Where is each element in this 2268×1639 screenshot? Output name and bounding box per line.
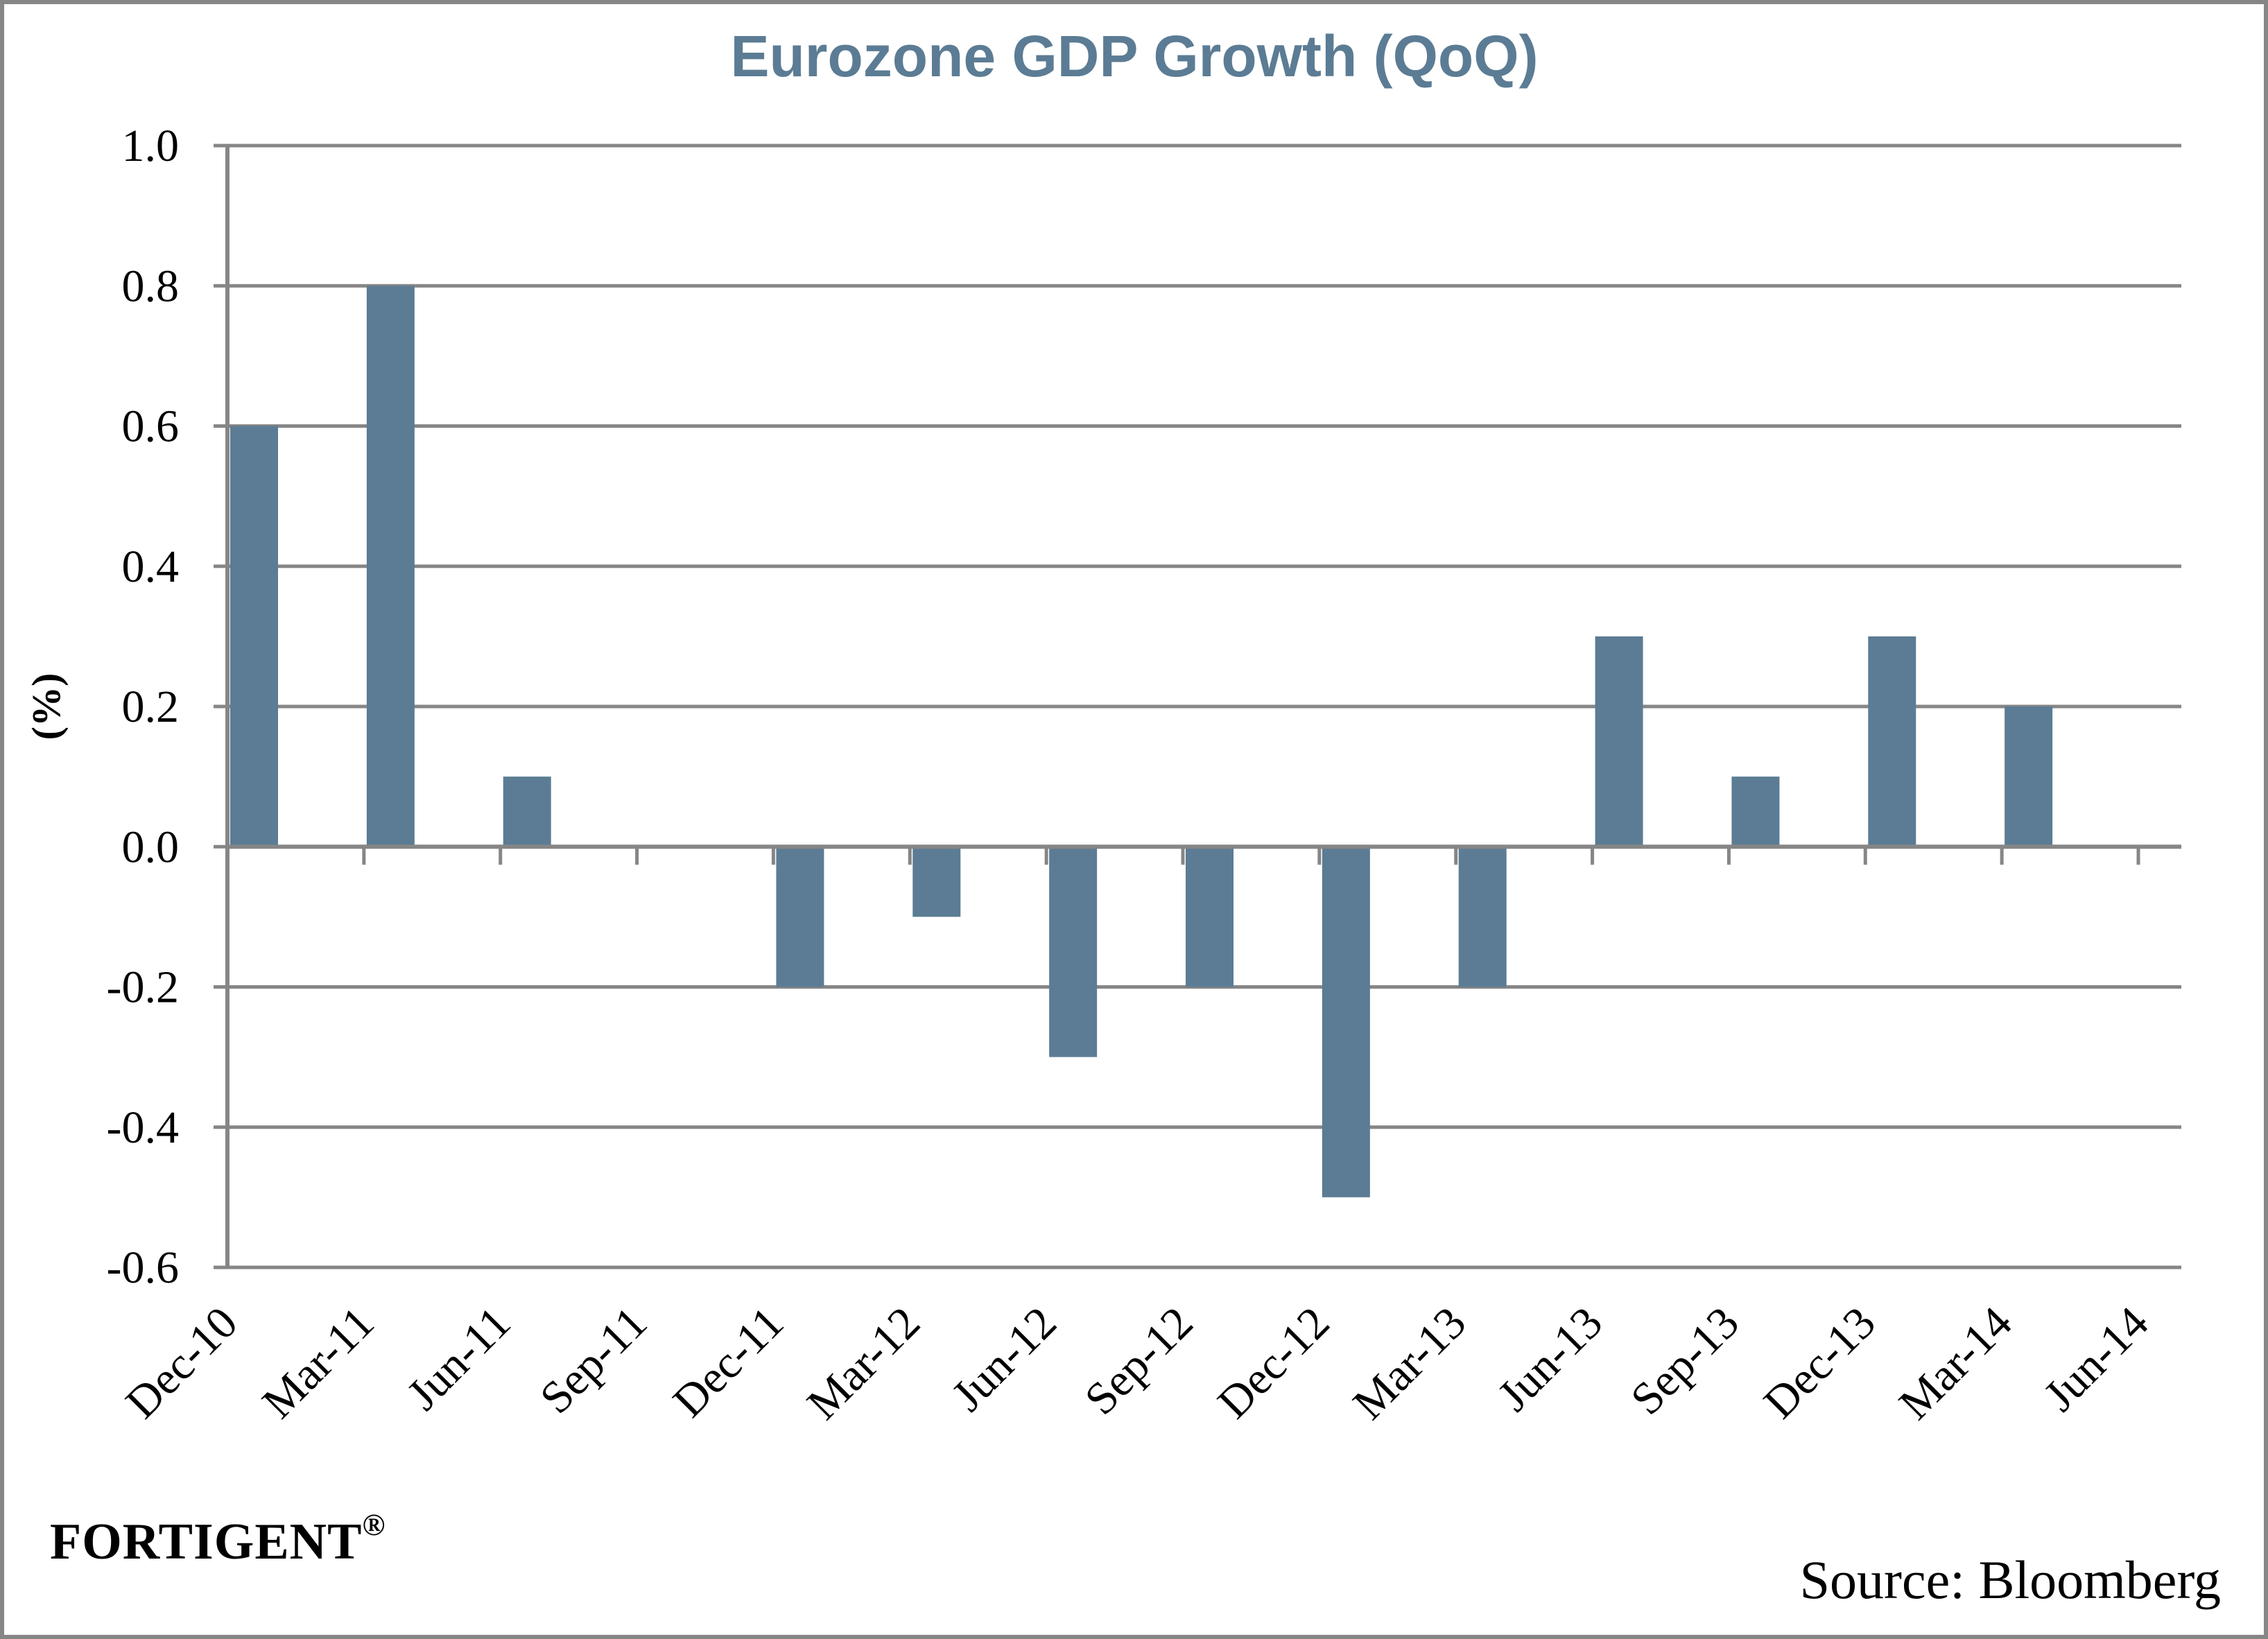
y-tick-label: -0.4 xyxy=(107,1102,179,1153)
registered-mark: ® xyxy=(362,1508,386,1542)
x-tick-label: Jun-12 xyxy=(942,1297,1066,1421)
x-tick-label: Sep-11 xyxy=(530,1297,657,1423)
bar-chart: Eurozone GDP Growth (QoQ) 1.0 0.8 0.6 0.4 0.… xyxy=(24,24,2181,1430)
bar xyxy=(1186,847,1233,987)
brand-name: FORTIGENT xyxy=(50,1514,363,1570)
y-axis-label: (%) xyxy=(24,673,69,740)
bar xyxy=(1458,847,1507,987)
x-tick-label: Dec-12 xyxy=(1209,1297,1340,1428)
axes xyxy=(225,146,2181,1267)
x-tick-label: Mar-12 xyxy=(797,1297,930,1430)
x-tick-label: Jun-14 xyxy=(2034,1297,2158,1421)
chart-title: Eurozone GDP Growth (QoQ) xyxy=(730,24,1538,89)
y-tick-label: 0.2 xyxy=(122,682,180,732)
bar xyxy=(1731,777,1780,847)
y-tick-label: 0.4 xyxy=(122,541,180,592)
bar xyxy=(1049,847,1098,1057)
x-tick-label: Mar-14 xyxy=(1889,1297,2022,1430)
x-tick-label: Dec-10 xyxy=(116,1297,248,1428)
bar xyxy=(776,847,824,987)
bar xyxy=(366,286,415,847)
y-axis-tick-labels: 1.0 0.8 0.6 0.4 0.2 0.0 -0.2 -0.4 -0.6 xyxy=(107,121,179,1293)
source-note: Source: Bloomberg xyxy=(1799,1550,2221,1610)
bar xyxy=(1322,847,1370,1197)
bar xyxy=(1868,636,1916,847)
y-tick-label: 0.0 xyxy=(122,822,180,872)
y-tick-label: 0.8 xyxy=(122,261,180,311)
x-tick-label: Mar-13 xyxy=(1344,1297,1476,1430)
bar xyxy=(230,426,278,847)
x-tick-label: Dec-11 xyxy=(664,1297,793,1427)
y-tick-label: -0.2 xyxy=(107,962,179,1013)
bar xyxy=(503,777,551,847)
x-tick-label: Jun-11 xyxy=(397,1297,520,1420)
y-tick-label: -0.6 xyxy=(107,1242,179,1293)
x-tick-label: Mar-11 xyxy=(253,1297,384,1428)
bar xyxy=(1595,636,1643,847)
x-axis-tick-labels: Dec-10 Mar-11 Jun-11 Sep-11 Dec-11 Mar-12 Jun-… xyxy=(116,1297,2158,1430)
brand-logo: FORTIGENT® xyxy=(50,1507,386,1572)
y-tick-label: 0.6 xyxy=(122,401,180,452)
bar xyxy=(2005,706,2053,847)
bars xyxy=(230,286,2053,1197)
x-tick-label: Sep-13 xyxy=(1621,1297,1749,1425)
x-tick-label: Sep-12 xyxy=(1075,1297,1203,1425)
x-tick-label: Jun-13 xyxy=(1489,1297,1613,1421)
bar xyxy=(912,847,961,917)
x-tick-label: Dec-13 xyxy=(1754,1297,1885,1428)
y-tick-label: 1.0 xyxy=(122,121,180,171)
